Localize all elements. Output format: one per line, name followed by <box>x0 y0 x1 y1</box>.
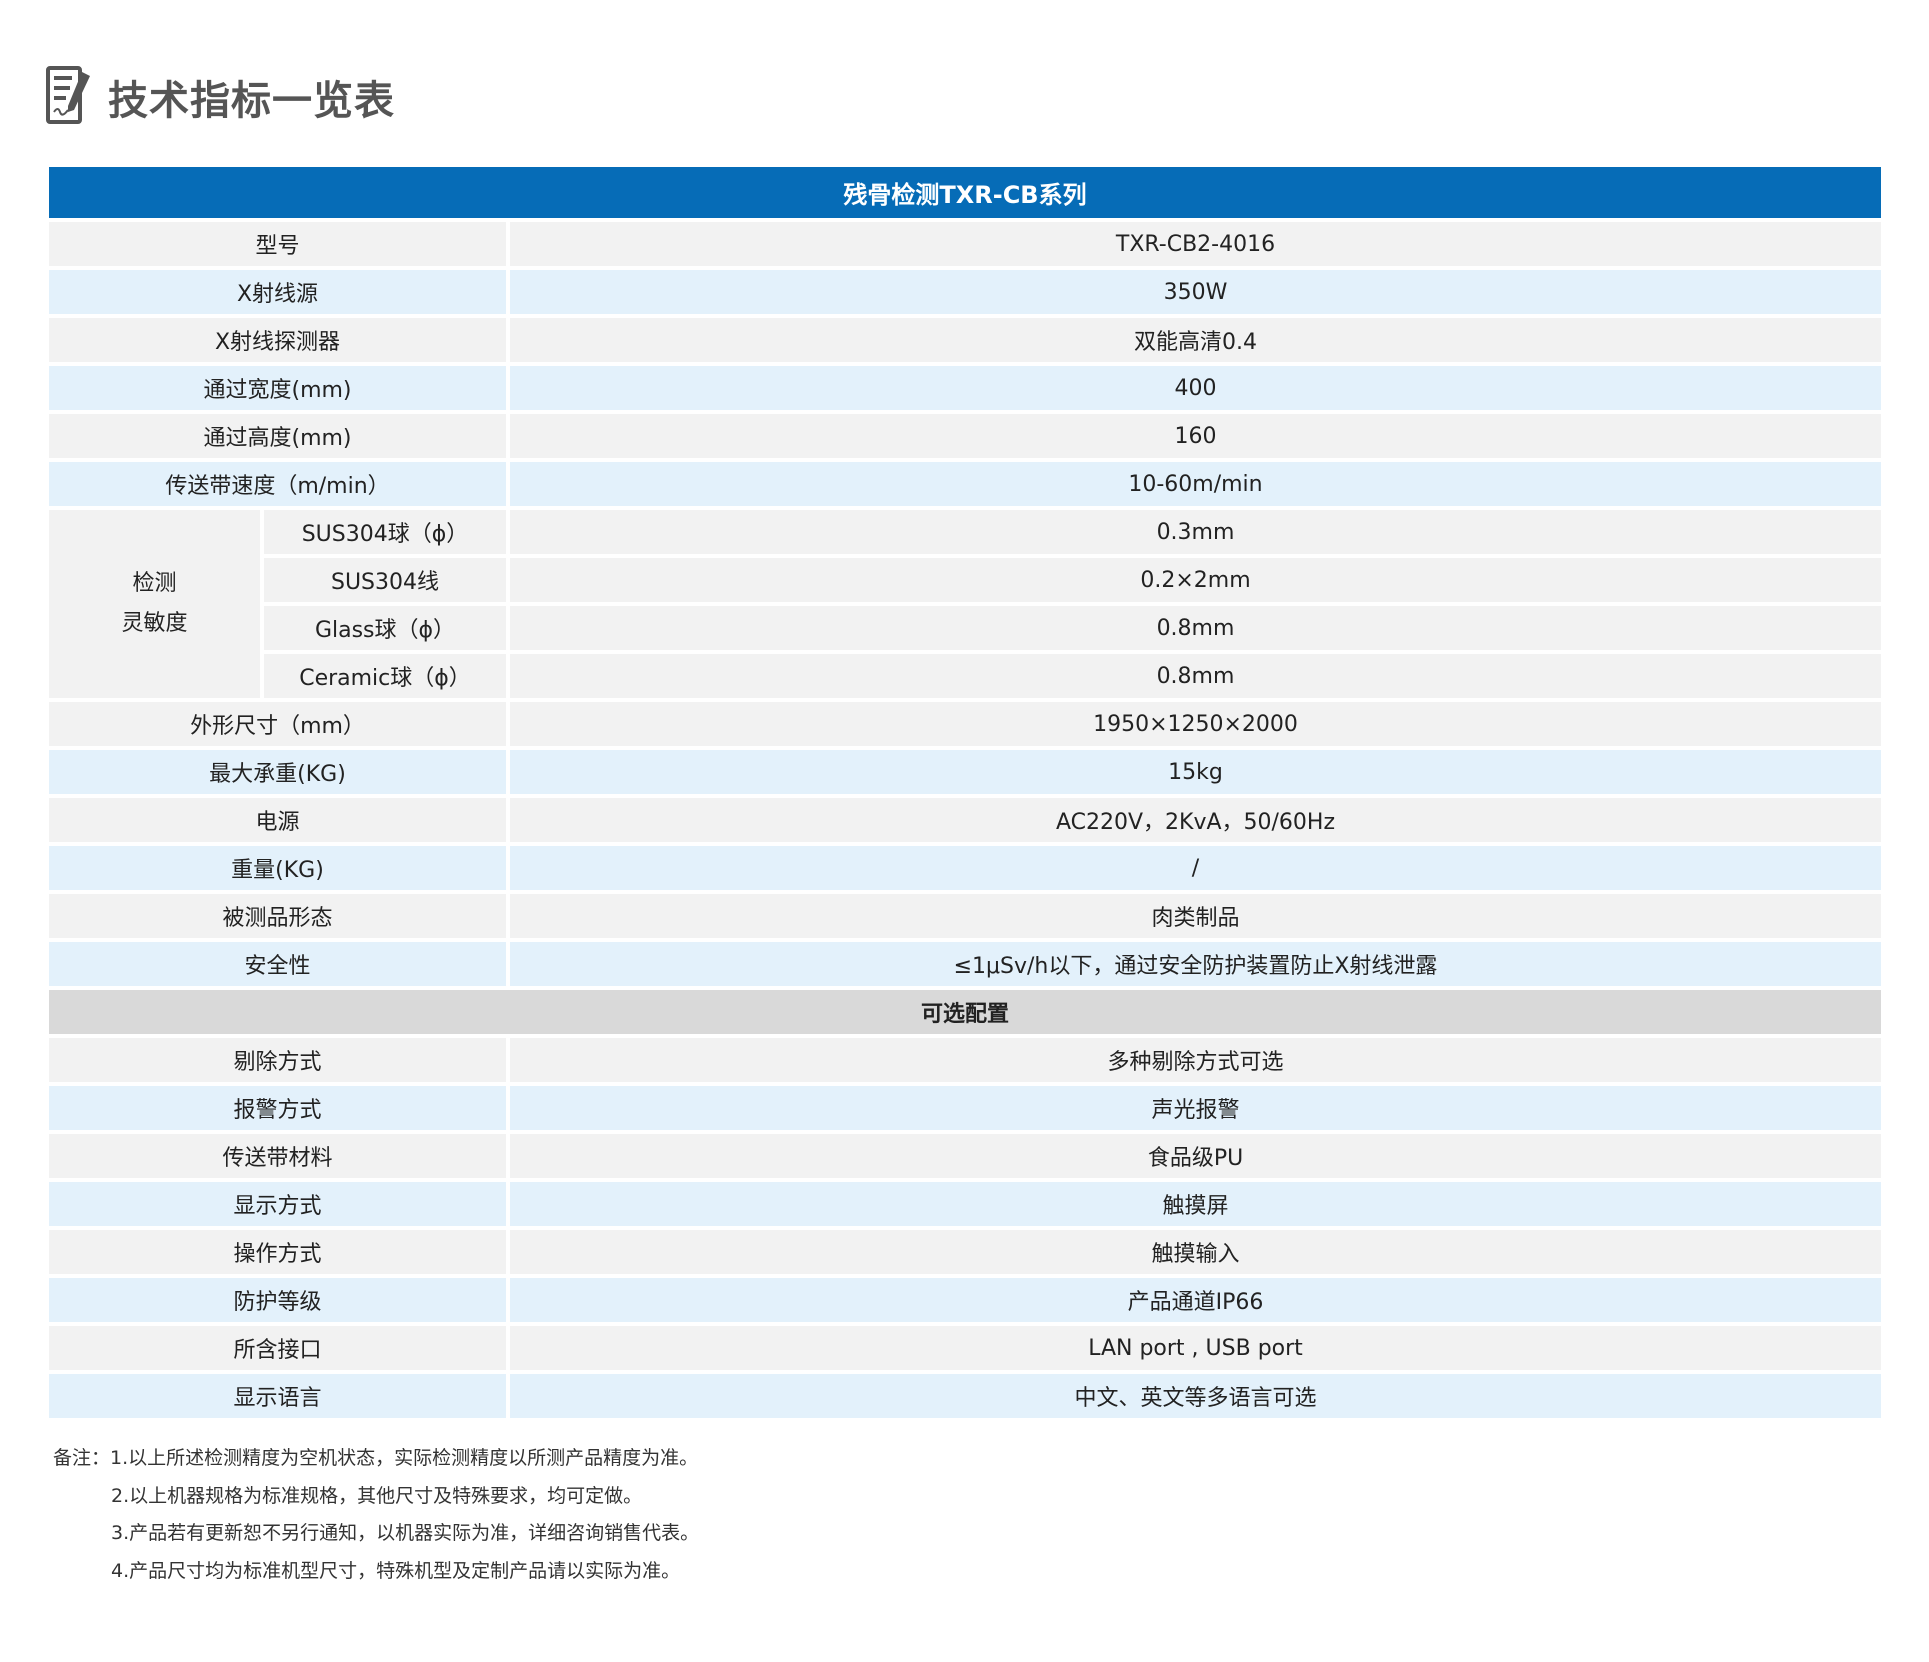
row-value: 350W <box>510 270 1881 314</box>
row-value: TXR-CB2-4016 <box>510 222 1881 266</box>
sensitivity-label: 检测 灵敏度 <box>49 510 260 698</box>
row-label: 型号 <box>49 222 506 266</box>
table-row: 外形尺寸（mm） 1950×1250×2000 <box>49 702 1881 746</box>
table-row: 显示方式 触摸屏 <box>49 1182 1881 1226</box>
table-row: Glass球（ϕ） 0.8mm <box>264 606 1881 650</box>
table-row: 剔除方式 多种剔除方式可选 <box>49 1038 1881 1082</box>
row-value: 肉类制品 <box>510 894 1881 938</box>
table-row: 通过宽度(mm) 400 <box>49 366 1881 410</box>
table-row: 最大承重(KG) 15kg <box>49 750 1881 794</box>
row-label: Glass球（ϕ） <box>264 606 506 650</box>
table-row: 所含接口 LAN port , USB port <box>49 1326 1881 1370</box>
row-value: AC220V，2KvA，50/60Hz <box>510 798 1881 842</box>
document-edit-icon <box>46 66 92 128</box>
table-row: 安全性 ≤1μSv/h以下，通过安全防护装置防止X射线泄露 <box>49 942 1881 986</box>
table-row: X射线源 350W <box>49 270 1881 314</box>
row-value: 中文、英文等多语言可选 <box>510 1374 1881 1418</box>
table-row: Ceramic球（ϕ） 0.8mm <box>264 654 1881 698</box>
table-row: 被测品形态 肉类制品 <box>49 894 1881 938</box>
notes: 备注：1.以上所述检测精度为空机状态，实际检测精度以所测产品精度为准。 2.以上… <box>53 1440 699 1590</box>
row-value: 15kg <box>510 750 1881 794</box>
row-label: X射线源 <box>49 270 506 314</box>
table-row: X射线探测器 双能高清0.4 <box>49 318 1881 362</box>
row-value: 160 <box>510 414 1881 458</box>
row-label: 通过高度(mm) <box>49 414 506 458</box>
row-label: 最大承重(KG) <box>49 750 506 794</box>
row-label: X射线探测器 <box>49 318 506 362</box>
row-value: 10-60m/min <box>510 462 1881 506</box>
note-line: 3.产品若有更新恕不另行通知，以机器实际为准，详细咨询销售代表。 <box>111 1522 700 1544</box>
row-label: 传送带材料 <box>49 1134 506 1178</box>
row-value: / <box>510 846 1881 890</box>
note-line: 2.以上机器规格为标准规格，其他尺寸及特殊要求，均可定做。 <box>111 1484 643 1507</box>
row-label: 电源 <box>49 798 506 842</box>
table-row: 重量(KG) / <box>49 846 1881 890</box>
row-value: LAN port , USB port <box>510 1326 1881 1370</box>
table-row: 防护等级 产品通道IP66 <box>49 1278 1881 1322</box>
row-label: 被测品形态 <box>49 894 506 938</box>
row-value: 产品通道IP66 <box>510 1278 1881 1322</box>
row-value: 食品级PU <box>510 1134 1881 1178</box>
row-label: 显示语言 <box>49 1374 506 1418</box>
row-value: 0.3mm <box>510 510 1881 554</box>
row-label: 剔除方式 <box>49 1038 506 1082</box>
sensitivity-label-line1: 检测 <box>132 571 177 596</box>
table-row: 传送带速度（m/min） 10-60m/min <box>49 462 1881 506</box>
row-label: SUS304球（ϕ） <box>264 510 506 554</box>
row-label: 防护等级 <box>49 1278 506 1322</box>
row-value: 声光报警 <box>510 1086 1881 1130</box>
row-label: 报警方式 <box>49 1086 506 1130</box>
note-line: 备注：1.以上所述检测精度为空机状态，实际检测精度以所测产品精度为准。 <box>53 1447 699 1469</box>
row-value: ≤1μSv/h以下，通过安全防护装置防止X射线泄露 <box>510 942 1881 986</box>
row-value: 1950×1250×2000 <box>510 702 1881 746</box>
page-title: 技术指标一览表 <box>108 78 395 124</box>
row-label: SUS304线 <box>264 558 506 602</box>
row-label: 安全性 <box>49 942 506 986</box>
row-label: 操作方式 <box>49 1230 506 1274</box>
row-label: 所含接口 <box>49 1326 506 1370</box>
row-value: 触摸屏 <box>510 1182 1881 1226</box>
table-row: 传送带材料 食品级PU <box>49 1134 1881 1178</box>
note-line: 4.产品尺寸均为标准机型尺寸，特殊机型及定制产品请以实际为准。 <box>111 1559 681 1582</box>
table-row: 型号 TXR-CB2-4016 <box>49 222 1881 266</box>
sensitivity-label-line2: 灵敏度 <box>121 611 188 636</box>
row-label: 显示方式 <box>49 1182 506 1226</box>
table-title: 残骨检测TXR-CB系列 <box>49 167 1881 218</box>
row-value: 0.8mm <box>510 654 1881 698</box>
spec-table: 残骨检测TXR-CB系列 型号 TXR-CB2-4016 X射线源 350W X射线探测… <box>49 167 1881 1418</box>
optional-config-header: 可选配置 <box>49 990 1881 1034</box>
table-row: 报警方式 声光报警 <box>49 1086 1881 1130</box>
row-label: 重量(KG) <box>49 846 506 890</box>
table-row: 通过高度(mm) 160 <box>49 414 1881 458</box>
row-value: 双能高清0.4 <box>510 318 1881 362</box>
table-row: SUS304线 0.2×2mm <box>264 558 1881 602</box>
row-value: 触摸输入 <box>510 1230 1881 1274</box>
row-value: 0.8mm <box>510 606 1881 650</box>
table-row: 显示语言 中文、英文等多语言可选 <box>49 1374 1881 1418</box>
row-label: 通过宽度(mm) <box>49 366 506 410</box>
row-label: 传送带速度（m/min） <box>49 462 506 506</box>
row-value: 0.2×2mm <box>510 558 1881 602</box>
table-row: 电源 AC220V，2KvA，50/60Hz <box>49 798 1881 842</box>
sensitivity-group: 检测 灵敏度 SUS304球（ϕ） 0.3mm SUS304线 0.2×2mm Glas… <box>49 510 1881 698</box>
row-value: 多种剔除方式可选 <box>510 1038 1881 1082</box>
table-row: SUS304球（ϕ） 0.3mm <box>264 510 1881 554</box>
table-row: 操作方式 触摸输入 <box>49 1230 1881 1274</box>
page-header: 技术指标一览表 <box>46 66 395 128</box>
row-label: Ceramic球（ϕ） <box>264 654 506 698</box>
row-value: 400 <box>510 366 1881 410</box>
row-label: 外形尺寸（mm） <box>49 702 506 746</box>
